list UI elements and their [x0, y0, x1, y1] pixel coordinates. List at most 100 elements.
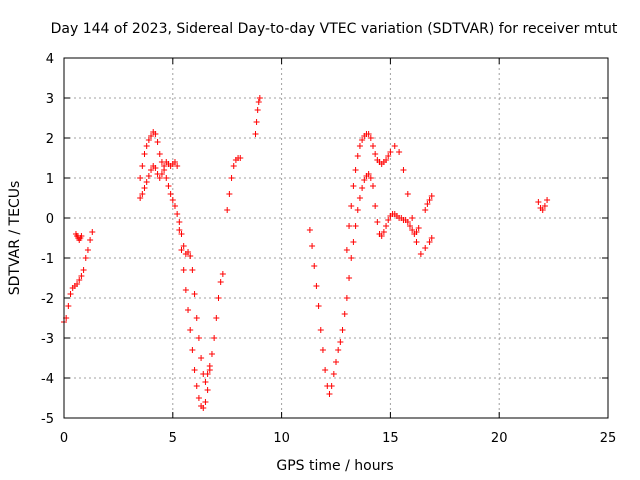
data-point — [341, 311, 348, 317]
data-point — [380, 229, 387, 235]
data-point — [154, 139, 161, 145]
data-point — [148, 167, 155, 173]
y-tick-label: 3 — [46, 92, 54, 107]
data-point — [74, 281, 81, 287]
data-point — [326, 391, 333, 397]
data-point — [396, 149, 403, 155]
data-point — [348, 255, 355, 261]
data-point — [343, 295, 350, 301]
data-point — [352, 167, 359, 173]
data-marks — [61, 95, 551, 411]
data-point — [174, 163, 181, 169]
data-point — [255, 99, 262, 105]
data-point — [167, 191, 174, 197]
data-point — [378, 233, 385, 239]
data-point — [343, 247, 350, 253]
data-point — [541, 203, 548, 209]
data-point — [78, 233, 85, 239]
data-point — [204, 371, 211, 377]
data-point — [180, 267, 187, 273]
data-point — [400, 167, 407, 173]
data-point — [219, 271, 226, 277]
data-point — [237, 155, 244, 161]
data-point — [413, 229, 420, 235]
data-point — [313, 283, 320, 289]
data-point — [428, 235, 435, 241]
data-point — [200, 405, 207, 411]
data-point — [178, 247, 185, 253]
data-point — [339, 327, 346, 333]
data-point — [374, 219, 381, 225]
data-point — [163, 175, 170, 181]
data-point — [306, 227, 313, 233]
y-axis-label: SDTVAR / TECUs — [7, 181, 23, 296]
data-point — [193, 315, 200, 321]
data-point — [369, 183, 376, 189]
data-point — [139, 191, 146, 197]
data-point — [254, 107, 261, 113]
data-point — [89, 229, 96, 235]
x-tick-label: 0 — [60, 431, 68, 446]
data-point — [369, 143, 376, 149]
data-point — [202, 399, 209, 405]
data-point — [309, 243, 316, 249]
data-point — [65, 303, 72, 309]
data-point — [409, 227, 416, 233]
data-point — [211, 335, 218, 341]
data-point — [365, 131, 372, 137]
y-tick-label: -2 — [41, 292, 54, 307]
y-tick-labels: -5 -4 -3 -2 -1 0 1 2 3 4 — [41, 52, 54, 427]
data-point — [372, 203, 379, 209]
data-point — [180, 243, 187, 249]
data-point — [391, 143, 398, 149]
y-tick-label: 1 — [46, 172, 54, 187]
data-point — [191, 291, 198, 297]
data-point — [213, 315, 220, 321]
data-point — [337, 339, 344, 345]
data-point — [350, 183, 357, 189]
y-tick-label: -4 — [41, 372, 54, 387]
data-point — [315, 303, 322, 309]
x-tick-label: 20 — [491, 431, 508, 446]
data-point — [189, 347, 196, 353]
data-point — [359, 137, 366, 143]
data-point — [158, 171, 165, 177]
data-point — [185, 307, 192, 313]
data-point — [187, 253, 194, 259]
data-point — [208, 351, 215, 357]
data-point — [176, 227, 183, 233]
data-point — [311, 263, 318, 269]
data-point — [426, 239, 433, 245]
data-point — [253, 119, 260, 125]
data-point — [404, 219, 411, 225]
data-point — [230, 163, 237, 169]
data-point — [348, 203, 355, 209]
data-point — [191, 367, 198, 373]
data-point — [202, 379, 209, 385]
data-point — [145, 173, 152, 179]
x-axis-label: GPS time / hours — [276, 458, 393, 474]
data-point — [161, 163, 168, 169]
data-point — [67, 291, 74, 297]
data-point — [415, 225, 422, 231]
x-tick-label: 10 — [273, 431, 290, 446]
data-point — [152, 131, 159, 137]
data-point — [187, 327, 194, 333]
data-point — [143, 179, 150, 185]
data-point — [424, 201, 431, 207]
data-point — [195, 395, 202, 401]
data-point — [80, 267, 87, 273]
data-point — [417, 251, 424, 257]
data-point — [539, 207, 546, 213]
data-point — [317, 327, 324, 333]
data-point — [141, 151, 148, 157]
data-point — [367, 175, 374, 181]
data-point — [148, 133, 155, 139]
x-tick-label: 25 — [600, 431, 617, 446]
data-point — [365, 171, 372, 177]
data-point — [204, 387, 211, 393]
data-point — [413, 239, 420, 245]
data-point — [426, 197, 433, 203]
